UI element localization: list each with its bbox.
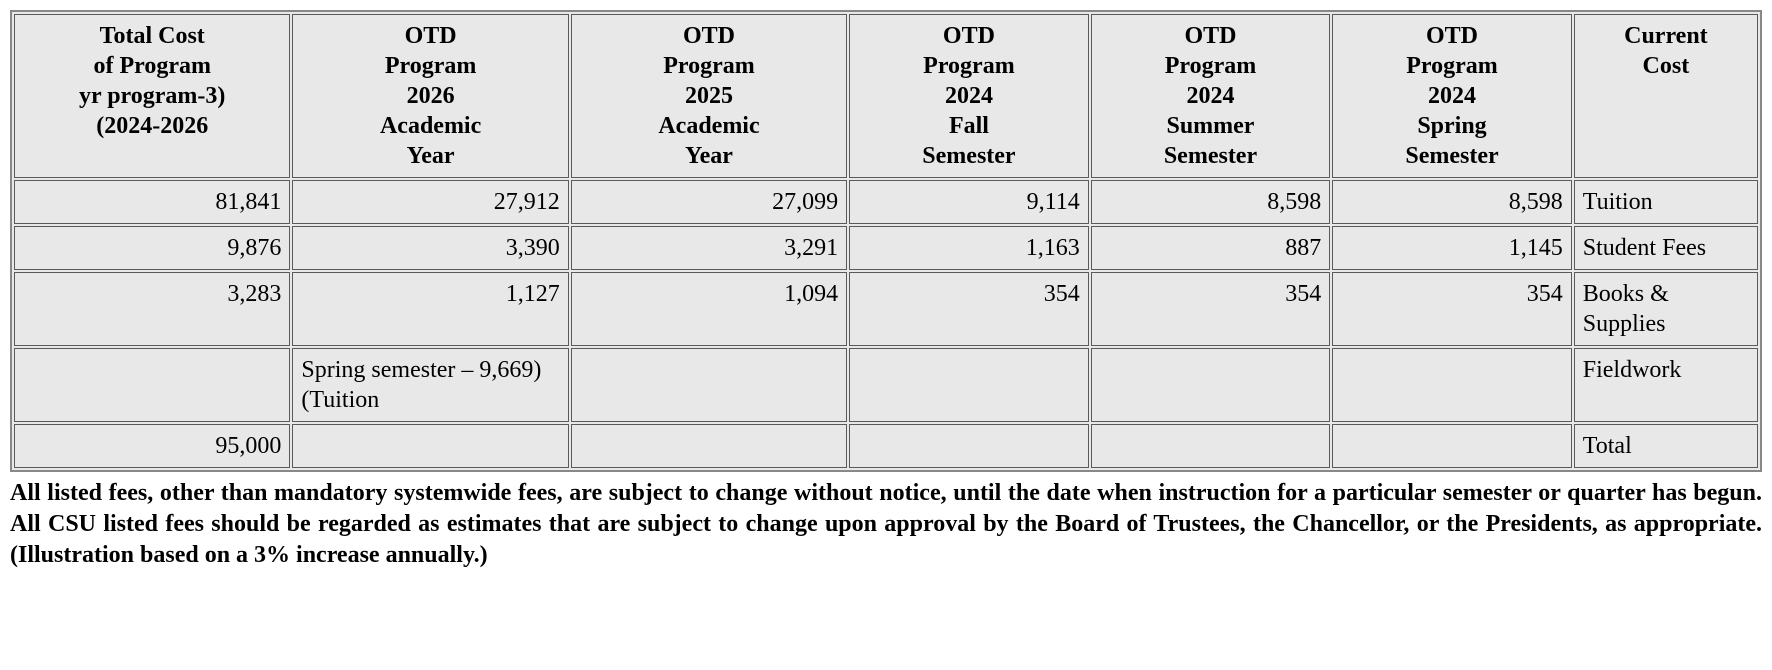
column-header: OTDProgram2025AcademicYear [571,14,847,178]
table-cell: 1,145 [1332,226,1572,270]
table-cell: 1,127 [292,272,568,346]
table-cell [571,424,847,468]
column-header: Total Costof Program(3-yr program2024-20… [14,14,290,178]
table-row: Total 95,000 [14,424,1758,468]
row-label: Books & Supplies [1574,272,1758,346]
table-cell: 354 [849,272,1089,346]
table-header-row: CurrentCostOTDProgram2024SpringSemesterO… [14,14,1758,178]
table-cell [849,348,1089,422]
table-cell: 3,390 [292,226,568,270]
row-label: Fieldwork [1574,348,1758,422]
table-cell: 81,841 [14,180,290,224]
table-cell [1091,424,1331,468]
table-row: Fieldwork (9,669 – Spring semester Tuitio… [14,348,1758,422]
table-cell: 3,283 [14,272,290,346]
table-cell: 887 [1091,226,1331,270]
table-cell: 95,000 [14,424,290,468]
column-header: OTDProgram2024SpringSemester [1332,14,1572,178]
table-row: Student Fees1,1458871,1633,2913,3909,876 [14,226,1758,270]
table-cell: 1,094 [571,272,847,346]
table-cell: 27,912 [292,180,568,224]
table-cell: 354 [1091,272,1331,346]
column-header: CurrentCost [1574,14,1758,178]
table-cell: 3,291 [571,226,847,270]
table-row: Tuition8,5988,5989,11427,09927,91281,841 [14,180,1758,224]
table-cell [1332,348,1572,422]
footnote-text: All listed fees, other than mandatory sy… [10,478,1762,572]
table-cell: 9,114 [849,180,1089,224]
table-cell: (9,669 – Spring semester Tuition) [292,348,568,422]
column-header: OTDProgram2026AcademicYear [292,14,568,178]
table-row: Books & Supplies3543543541,0941,1273,283 [14,272,1758,346]
table-cell [571,348,847,422]
cost-table: CurrentCostOTDProgram2024SpringSemesterO… [10,10,1762,472]
table-cell: 8,598 [1332,180,1572,224]
table-cell [1332,424,1572,468]
column-header: OTDProgram2024FallSemester [849,14,1089,178]
row-label: Total [1574,424,1758,468]
table-cell: 9,876 [14,226,290,270]
table-cell [292,424,568,468]
row-label: Tuition [1574,180,1758,224]
table-cell [14,348,290,422]
table-cell: 1,163 [849,226,1089,270]
column-header: OTDProgram2024SummerSemester [1091,14,1331,178]
table-cell: 354 [1332,272,1572,346]
table-cell: 27,099 [571,180,847,224]
row-label: Student Fees [1574,226,1758,270]
table-cell [1091,348,1331,422]
table-cell [849,424,1089,468]
table-cell: 8,598 [1091,180,1331,224]
